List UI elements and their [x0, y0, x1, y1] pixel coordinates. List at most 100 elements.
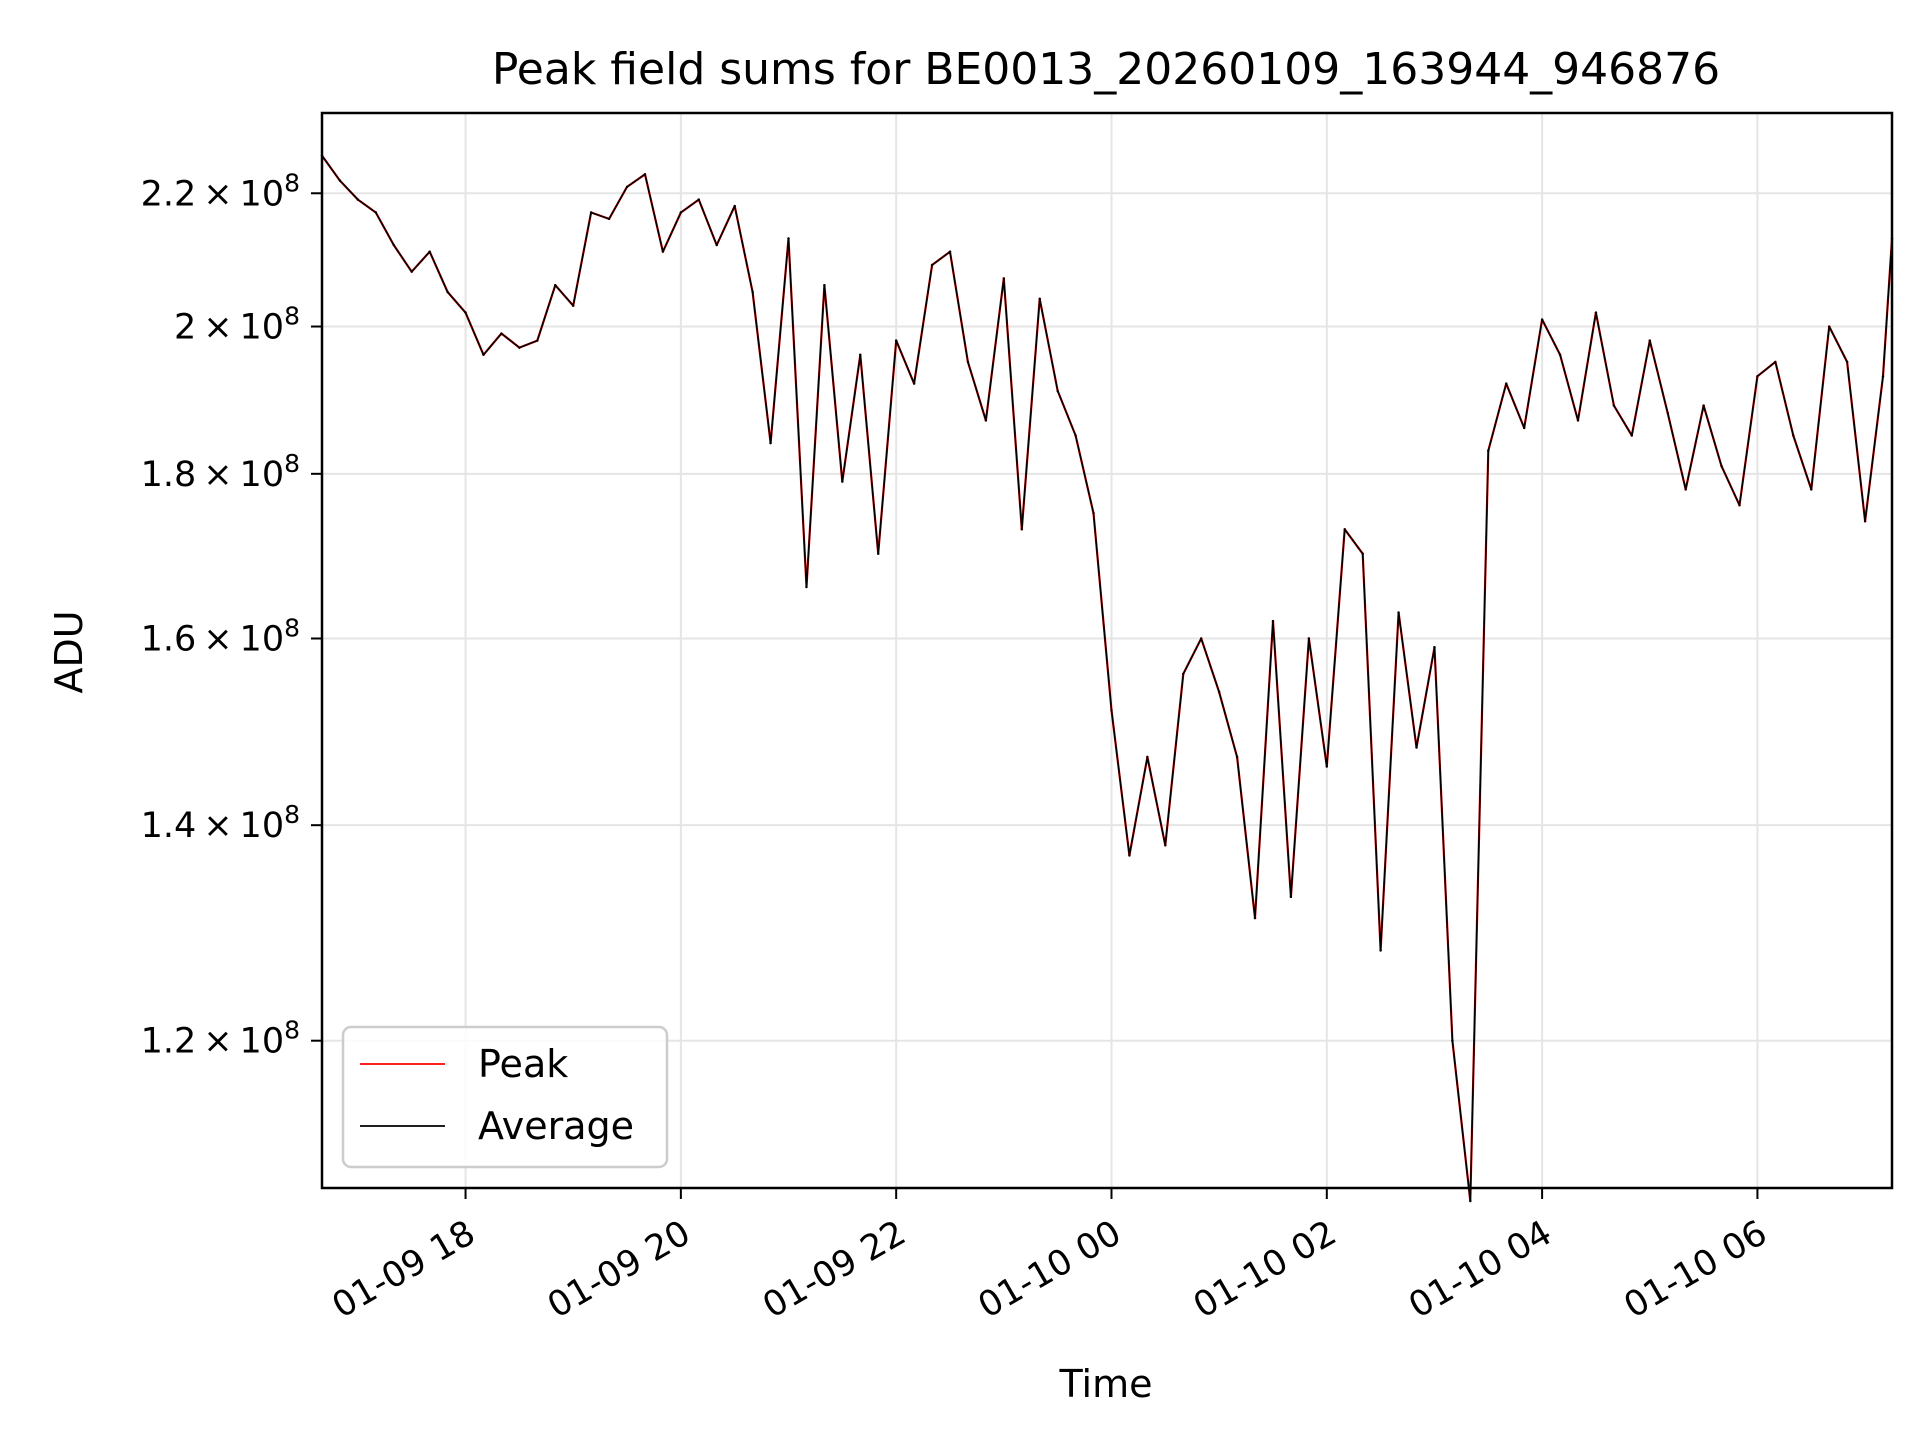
data-point [841, 480, 844, 483]
data-point [536, 339, 539, 342]
data-point [464, 311, 467, 314]
data-point [733, 204, 736, 208]
data-point [1540, 318, 1544, 321]
series-layer [320, 154, 1894, 1203]
data-point [374, 211, 378, 214]
data-point [1881, 375, 1885, 378]
data-point [1253, 916, 1257, 920]
y-tick-label: 2 × 108 [174, 301, 300, 348]
data-point [1451, 1039, 1454, 1042]
data-point [1863, 520, 1867, 523]
data-point [1810, 488, 1813, 491]
data-point [1128, 854, 1131, 857]
data-point [1415, 746, 1418, 749]
plot-frame [320, 111, 1894, 1190]
chart-title: Peak field sums for BE0013_20260109_1639… [492, 44, 1720, 95]
data-point [1092, 512, 1095, 515]
data-point [1200, 637, 1203, 640]
data-point [1379, 949, 1382, 952]
data-point [1469, 1199, 1472, 1203]
data-point [1666, 411, 1669, 415]
data-point [356, 198, 360, 201]
data-point [1182, 672, 1185, 676]
data-point [859, 353, 862, 356]
data-point [679, 211, 683, 214]
data-point [1505, 382, 1508, 385]
data-point [1558, 353, 1562, 356]
data-point [1648, 339, 1651, 342]
data-point [1002, 277, 1006, 280]
data-point [1271, 619, 1275, 623]
data-point [1110, 709, 1113, 712]
data-point [572, 304, 575, 307]
data-point [823, 283, 826, 287]
data-point [1487, 449, 1490, 452]
data-point [1684, 488, 1687, 491]
data-point [1289, 895, 1293, 899]
data-point [715, 243, 718, 247]
data-point [643, 173, 647, 176]
legend-label-peak: Peak [478, 1042, 568, 1086]
legend: Peak Average [341, 1025, 669, 1169]
data-point [1146, 755, 1149, 759]
data-point [948, 250, 952, 253]
data-point [518, 346, 521, 349]
data-point [1343, 528, 1346, 531]
data-point [1056, 389, 1059, 393]
data-point [930, 263, 934, 267]
data-point [769, 441, 772, 445]
data-point [1164, 844, 1167, 847]
data-point [607, 217, 611, 221]
legend-label-average: Average [478, 1104, 634, 1148]
data-point [1217, 690, 1221, 694]
x-axis-label: Time [1059, 1362, 1153, 1406]
data-point [912, 382, 916, 385]
data-point [1020, 528, 1023, 531]
data-point [966, 360, 970, 364]
data-point [554, 283, 557, 287]
data-point [482, 353, 485, 356]
data-point [1307, 637, 1311, 640]
data-point [446, 290, 449, 294]
y-tick-label: 1.8 × 108 [141, 448, 300, 495]
data-point [877, 552, 880, 555]
y-tick-label: 1.2 × 108 [141, 1015, 300, 1062]
data-point [1774, 360, 1777, 364]
data-point [1756, 375, 1759, 378]
data-point [338, 179, 342, 182]
data-point [1433, 646, 1436, 649]
grid [322, 113, 1892, 1188]
data-point [1325, 765, 1329, 768]
data-point [1630, 434, 1634, 437]
data-point [1720, 464, 1723, 468]
data-point [1612, 404, 1616, 407]
y-axis-label: ADU [47, 610, 91, 693]
data-point [1038, 297, 1041, 301]
data-point [1845, 360, 1849, 364]
data-point [1361, 552, 1364, 555]
data-point [697, 198, 700, 201]
data-point [428, 250, 431, 253]
data-point [751, 290, 754, 294]
data-point [1576, 419, 1580, 422]
data-point [1522, 426, 1526, 430]
data-point [625, 185, 629, 189]
data-point [410, 270, 413, 273]
data-point [661, 250, 665, 253]
data-point [894, 339, 898, 342]
data-point [392, 243, 395, 247]
data-point [1074, 434, 1077, 437]
data-point [787, 237, 790, 240]
y-tick-label: 1.4 × 108 [141, 800, 300, 847]
data-point [1828, 325, 1831, 328]
data-point [984, 419, 988, 422]
data-point [589, 211, 593, 214]
y-axis: 1.2 × 108 1.4 × 108 1.6 × 108 1.8 × 108 2 × … [141, 168, 322, 1062]
data-point [1702, 404, 1705, 407]
data-point [1594, 311, 1598, 314]
y-tick-label: 2.2 × 108 [141, 168, 300, 215]
y-tick-label: 1.6 × 108 [141, 613, 300, 660]
data-point [1792, 434, 1795, 437]
